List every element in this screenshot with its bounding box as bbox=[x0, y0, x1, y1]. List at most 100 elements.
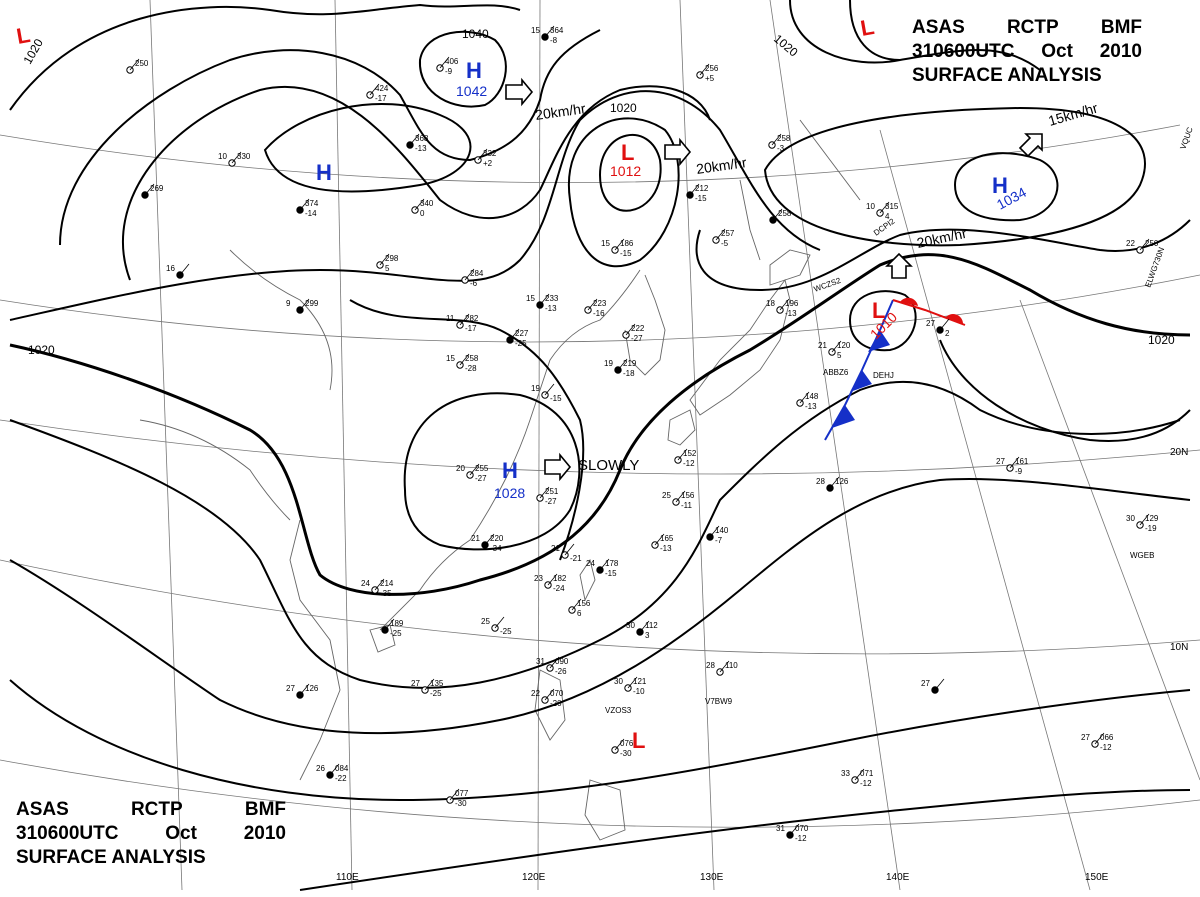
coast-china bbox=[379, 269, 641, 631]
station-pressure: 129 bbox=[1145, 514, 1159, 523]
coast-luzon bbox=[534, 669, 566, 741]
station-plot: 148-13 bbox=[796, 391, 819, 411]
station-temperature: 15 bbox=[526, 294, 535, 303]
meridian-110e bbox=[334, 0, 353, 891]
movement-arrows bbox=[505, 77, 1043, 482]
station-plot: 251-27 bbox=[536, 486, 559, 506]
movement-arrow-1012 bbox=[664, 137, 692, 167]
station-plot: 374-14 bbox=[296, 198, 319, 218]
low-center-symbol: L bbox=[621, 140, 634, 165]
station-plot: 332+2 bbox=[474, 148, 497, 168]
wind-barb bbox=[571, 598, 582, 611]
high-center-symbol: H bbox=[992, 173, 1008, 198]
station-temperature: 16 bbox=[166, 264, 175, 273]
ship-id: VZOS3 bbox=[605, 706, 632, 715]
station-tendency: -25 bbox=[390, 629, 402, 638]
header-title: SURFACE ANALYSIS bbox=[912, 65, 1102, 86]
station-tendency: -25 bbox=[500, 627, 512, 636]
wind-barb bbox=[675, 490, 686, 503]
wind-barb bbox=[587, 298, 598, 311]
isobar-1020-thick bbox=[9, 253, 1191, 596]
station-temperature: 9 bbox=[286, 299, 291, 308]
wind-barb bbox=[494, 616, 505, 629]
station-plot: 28 110 bbox=[706, 660, 738, 676]
wind-barb bbox=[509, 328, 520, 341]
header-code: BMF bbox=[1100, 17, 1142, 38]
station-plot: 21 -21 bbox=[551, 543, 582, 563]
station-temperature: 27 bbox=[286, 684, 295, 693]
station-temperature: 30 bbox=[614, 677, 623, 686]
station-plot: 31 070-12 bbox=[776, 823, 809, 843]
station-pressure: 126 bbox=[305, 684, 319, 693]
station-pressure: 364 bbox=[550, 26, 564, 35]
coast-hainan bbox=[369, 624, 396, 653]
station-pressure: 219 bbox=[623, 359, 637, 368]
parallel-30n bbox=[0, 274, 1200, 343]
station-plot: 10 330 bbox=[218, 151, 251, 167]
station-temperature: 28 bbox=[816, 477, 825, 486]
station-tendency: -15 bbox=[695, 194, 707, 203]
station-pressure: 227 bbox=[515, 329, 529, 338]
station-plot: 27 bbox=[921, 678, 945, 694]
station-tendency: -6 bbox=[470, 279, 478, 288]
station-temperature: 27 bbox=[996, 457, 1005, 466]
cold-front-barb-1 bbox=[868, 330, 890, 352]
parallel-20n bbox=[0, 419, 1200, 475]
isobar-high-1034-outer bbox=[763, 106, 1146, 247]
wind-barb bbox=[544, 688, 555, 701]
station-tendency: -15 bbox=[550, 394, 562, 403]
wind-barb bbox=[831, 340, 842, 353]
station-plot: 24 178-15 bbox=[586, 558, 619, 578]
station-temperature: 18 bbox=[766, 299, 775, 308]
high-center-value: 1028 bbox=[494, 485, 525, 501]
station-pressure: 135 bbox=[430, 679, 444, 688]
wind-barb bbox=[469, 463, 480, 476]
wind-barb bbox=[179, 263, 190, 276]
wind-barb bbox=[379, 253, 390, 266]
station-pressure: 121 bbox=[633, 677, 647, 686]
isobar-label: 1020 bbox=[1148, 333, 1175, 347]
wind-barb bbox=[424, 678, 435, 691]
wind-barb bbox=[544, 383, 555, 396]
station-tendency: -30 bbox=[455, 799, 467, 808]
isobar-label: 1020 bbox=[28, 343, 55, 357]
station-pressure: 250 bbox=[135, 59, 149, 68]
station-plot: 15 233-13 bbox=[526, 293, 559, 313]
station-pressure: 255 bbox=[475, 464, 489, 473]
station-pressure: 332 bbox=[483, 149, 497, 158]
station-tendency: -27 bbox=[545, 497, 557, 506]
isobar-south-2 bbox=[9, 478, 1191, 735]
station-tendency: 5 bbox=[837, 351, 842, 360]
station-temperature: 19 bbox=[531, 384, 540, 393]
station-tendency: -12 bbox=[1100, 743, 1112, 752]
station-tendency: -17 bbox=[375, 94, 387, 103]
station-tendency: -26 bbox=[555, 667, 567, 676]
header-month: Oct bbox=[1041, 41, 1073, 62]
station-tendency: -11 bbox=[681, 501, 693, 510]
station-plot: 257-5 bbox=[712, 228, 735, 248]
station-plot: 25 -25 bbox=[481, 616, 512, 636]
station-plot: 19 -15 bbox=[531, 383, 562, 403]
station-pressure: 256 bbox=[705, 64, 719, 73]
station-pressure: 070 bbox=[795, 824, 809, 833]
station-pressure: 298 bbox=[385, 254, 399, 263]
station-plot: 33 071-12 bbox=[841, 768, 874, 788]
parallel-0 bbox=[0, 759, 1200, 828]
header-code: BMF bbox=[244, 799, 286, 820]
station-tendency: +5 bbox=[705, 74, 715, 83]
station-plot: 424-17 bbox=[366, 83, 389, 103]
station-pressure: 250 bbox=[1145, 239, 1159, 248]
station-plot: 30 121-10 bbox=[614, 676, 647, 696]
station-pressure: 282 bbox=[465, 314, 479, 323]
station-pressure: 077 bbox=[455, 789, 469, 798]
wind-barb bbox=[329, 763, 340, 776]
station-temperature: 10 bbox=[218, 152, 227, 161]
wind-barb bbox=[144, 183, 155, 196]
wind-barb bbox=[699, 63, 710, 76]
isobar-high-1042-inner bbox=[418, 30, 507, 108]
coast-inland-2 bbox=[139, 419, 291, 521]
station-tendency: -16 bbox=[593, 309, 605, 318]
station-plot: 406-9 bbox=[436, 56, 459, 76]
coast-japan-hokkaido bbox=[769, 249, 811, 286]
